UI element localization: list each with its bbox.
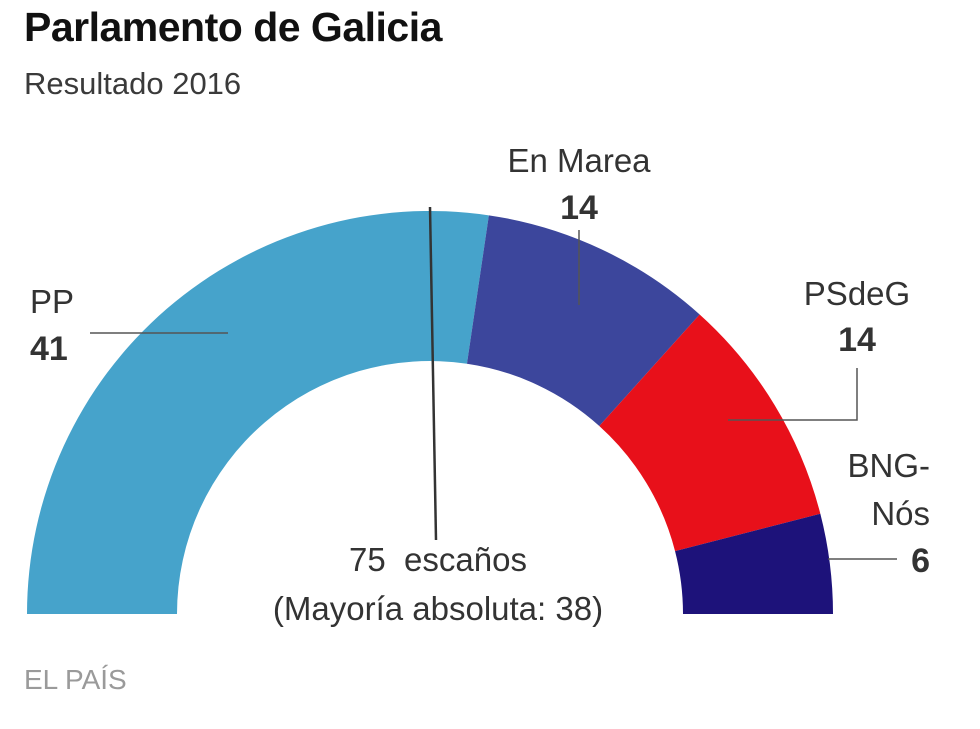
total-seats-label: 75 escaños	[349, 541, 527, 578]
label-name-bng-n-s: BNG-	[848, 447, 931, 484]
label-name-bng-n-s: Nós	[871, 495, 930, 532]
leader-psdeg	[728, 368, 858, 421]
label-leader-lines	[90, 230, 897, 560]
segment-pp	[27, 210, 489, 614]
label-name-psdeg: PSdeG	[804, 275, 910, 312]
chart-title: Parlamento de Galicia	[24, 4, 442, 50]
chart-subtitle: Resultado 2016	[24, 66, 242, 101]
label-value-en-marea: 14	[560, 189, 598, 227]
label-value-pp: 41	[30, 330, 68, 368]
label-value-psdeg: 14	[838, 321, 876, 359]
segment-bng-n-s	[675, 513, 833, 614]
source-credit: EL PAÍS	[24, 664, 127, 695]
majority-line	[428, 206, 438, 541]
label-name-en-marea: En Marea	[507, 142, 651, 179]
majority-label: (Mayoría absoluta: 38)	[273, 590, 603, 627]
label-value-bng-n-s: 6	[911, 542, 930, 580]
segment-en-marea	[466, 215, 700, 426]
segment-psdeg	[599, 314, 821, 552]
party-labels: PP 41 En Marea 14 PSdeG 14 BNG- Nós 6	[30, 142, 930, 580]
label-name-pp: PP	[30, 283, 74, 320]
seat-segments	[27, 210, 833, 614]
